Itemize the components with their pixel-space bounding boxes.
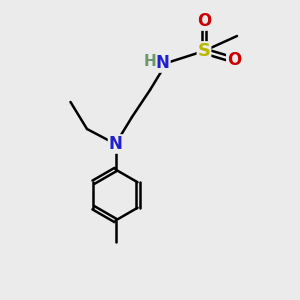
- Text: N: N: [109, 135, 122, 153]
- Text: H: H: [144, 54, 156, 69]
- Text: S: S: [197, 42, 211, 60]
- Text: O: O: [227, 51, 241, 69]
- Text: O: O: [197, 12, 211, 30]
- Text: N: N: [156, 54, 170, 72]
